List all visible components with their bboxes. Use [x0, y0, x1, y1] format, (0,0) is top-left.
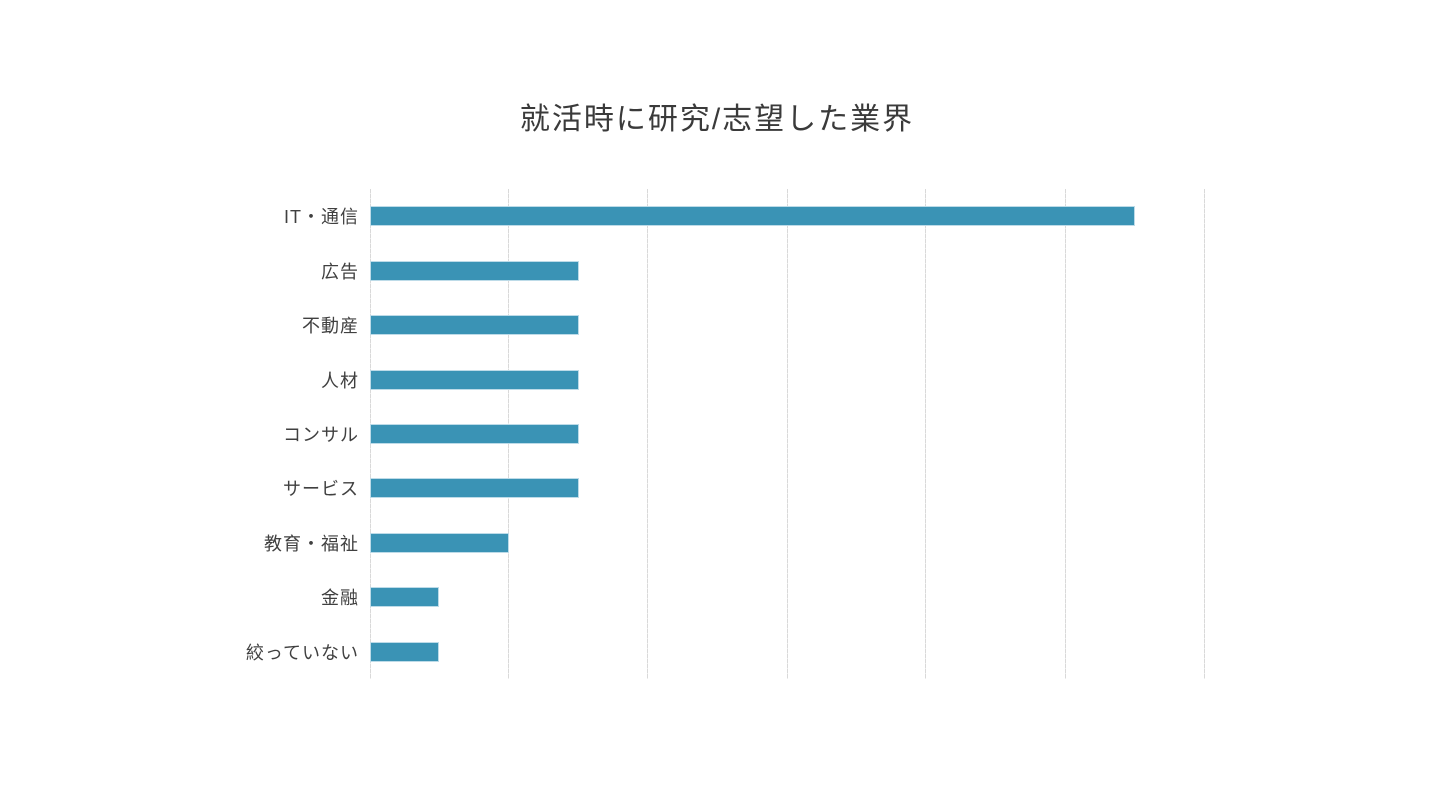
bar-row: 絞っていない [246, 625, 1204, 679]
gridline [1203, 189, 1205, 679]
bar-row: 人材 [321, 352, 1204, 406]
category-label: IT・通信 [284, 207, 359, 228]
chart-title: 就活時に研究/志望した業界 [519, 103, 915, 136]
bar [370, 315, 579, 336]
category-label: 人材 [321, 370, 359, 391]
plot-area: IT・通信広告不動産人材コンサルサービス教育・福祉金融絞っていない [246, 189, 1205, 679]
category-label: 絞っていない [245, 642, 359, 663]
bar-row: 不動産 [302, 298, 1204, 352]
bar-row: 広告 [321, 243, 1204, 297]
bar [370, 532, 509, 553]
gridline [647, 189, 649, 679]
category-label: 教育・福祉 [264, 533, 359, 554]
category-label: サービス [283, 479, 359, 500]
bar [370, 260, 579, 281]
bar [370, 478, 579, 499]
category-label: コンサル [283, 424, 359, 445]
bar [370, 206, 1135, 227]
bar-row: 教育・福祉 [264, 516, 1204, 570]
bar [370, 641, 440, 662]
bar [370, 369, 579, 390]
bar-rows: IT・通信広告不動産人材コンサルサービス教育・福祉金融絞っていない [246, 189, 1204, 679]
bar-row: コンサル [283, 407, 1204, 461]
bar-row: サービス [283, 461, 1204, 515]
category-label: 広告 [321, 261, 359, 282]
bar [370, 423, 579, 444]
gridline [925, 189, 927, 679]
gridline [786, 189, 788, 679]
bar [370, 587, 440, 608]
bar-row: IT・通信 [284, 189, 1204, 243]
category-label: 金融 [321, 588, 359, 609]
bar-chart: 就活時に研究/志望した業界 IT・通信広告不動産人材コンサルサービス教育・福祉金… [230, 100, 1205, 679]
bar-row: 金融 [321, 570, 1204, 624]
category-label: 不動産 [302, 316, 359, 337]
gridline [1064, 189, 1066, 679]
